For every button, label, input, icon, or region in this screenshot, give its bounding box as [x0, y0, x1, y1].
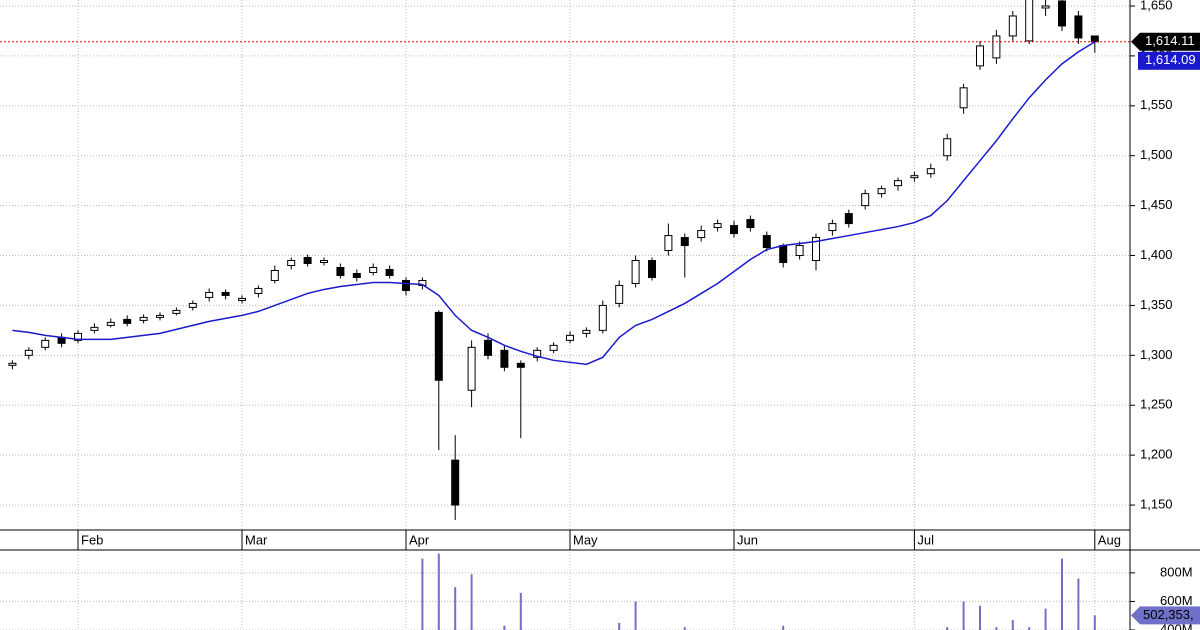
candle-body: [1074, 15, 1083, 39]
candle-body: [861, 193, 870, 207]
candle-body: [205, 291, 214, 298]
candle-body: [270, 269, 279, 281]
candle-body: [156, 314, 164, 318]
x-tick-label: Feb: [81, 532, 103, 547]
candle-body: [877, 188, 886, 195]
x-tick-label: May: [573, 532, 598, 547]
y-tick-label: 1,450: [1140, 197, 1173, 212]
candle-body: [238, 297, 246, 301]
x-tick-label: Jul: [917, 532, 934, 547]
ma-label: 1,614.09: [1145, 52, 1196, 67]
y-tick-label: 1,300: [1140, 347, 1173, 362]
candle-body: [484, 339, 492, 356]
candle-body: [451, 459, 460, 506]
candle-body: [713, 223, 722, 229]
candle-body: [1090, 35, 1099, 43]
candle-body: [648, 260, 656, 278]
moving-average: [12, 41, 1096, 366]
candle-body: [844, 213, 853, 225]
candle-body: [943, 138, 952, 157]
candle-body: [74, 332, 82, 341]
candle-body: [664, 235, 673, 252]
candle-body: [582, 329, 591, 334]
candle-body: [959, 87, 968, 109]
candle-body: [352, 272, 361, 278]
candle-body: [320, 260, 328, 264]
x-tick-label: Jun: [737, 532, 758, 547]
candle-body: [910, 175, 919, 179]
candle-body: [631, 260, 640, 284]
candle-body: [8, 362, 17, 366]
candle-body: [41, 339, 50, 348]
y-tick-label: 1,150: [1140, 496, 1173, 511]
candle-body: [418, 279, 427, 286]
candle-body: [615, 284, 624, 304]
candle-body: [549, 344, 558, 351]
candle-body: [1058, 0, 1066, 27]
candle-body: [828, 223, 837, 232]
candle-body: [90, 326, 99, 331]
candle-body: [533, 349, 542, 358]
y-tick-label: 1,200: [1140, 447, 1173, 462]
candle-body: [730, 225, 738, 235]
candle-body: [894, 180, 902, 187]
candle-body: [1041, 5, 1050, 9]
candle-body: [976, 45, 984, 67]
x-tick-label: Apr: [409, 532, 430, 547]
y-tick-label: 600M: [1160, 593, 1193, 608]
y-tick-label: 800M: [1160, 564, 1193, 579]
volume-tag: [1131, 606, 1200, 625]
candle-body: [779, 245, 788, 264]
candle-body: [516, 362, 525, 368]
volume-label: 502,353,: [1143, 607, 1194, 622]
candle-body: [385, 268, 394, 276]
candle-body: [303, 257, 312, 265]
candle-body: [336, 266, 345, 276]
price-pane: [0, 0, 1130, 521]
y-tick-label: 1,250: [1140, 397, 1173, 412]
y-tick-label: 1,500: [1140, 147, 1173, 162]
x-tick-label: Mar: [245, 532, 268, 547]
candle-body: [123, 318, 132, 324]
y-tick-label: 1,400: [1140, 247, 1173, 262]
last-price-label: 1,614.11: [1145, 33, 1195, 48]
candle-body: [680, 237, 689, 247]
candle-body: [762, 235, 771, 249]
candle-body: [598, 304, 607, 331]
last-price-tag: [1131, 32, 1200, 51]
candle-body: [697, 230, 706, 239]
y-tick-label: 1,350: [1140, 297, 1173, 312]
ma-tag: [1138, 51, 1200, 70]
candle-body: [992, 35, 1001, 59]
candle-body: [566, 334, 574, 341]
candle-body: [812, 237, 820, 262]
candle-body: [106, 321, 115, 326]
candle-body: [926, 168, 935, 175]
x-tick-label: Aug: [1098, 532, 1121, 547]
candle-body: [1008, 15, 1017, 37]
candle-body: [369, 266, 378, 273]
candle-body: [795, 245, 804, 257]
candle-body: [746, 219, 755, 229]
labels: 1,150 1,200 1,250 1,300 1,350 1,400 1,450 1,500…: [81, 0, 1200, 630]
candle-body: [221, 291, 230, 296]
candle-body: [1025, 0, 1034, 42]
candle-body: [467, 346, 476, 391]
candle-body: [24, 349, 33, 356]
y-tick-label: 400M: [1160, 621, 1193, 630]
candle-body: [500, 349, 509, 368]
candle-body: [434, 311, 443, 381]
candle-body: [402, 279, 410, 291]
candle-body: [287, 260, 296, 266]
candle-body: [139, 316, 148, 321]
volume-pane: [421, 553, 1096, 630]
candle-body: [254, 287, 263, 294]
y-tick-label: 1,550: [1140, 97, 1173, 112]
candle-body: [172, 309, 181, 314]
candle-body: [188, 302, 197, 308]
y-tick-label: 1,650: [1140, 0, 1173, 12]
